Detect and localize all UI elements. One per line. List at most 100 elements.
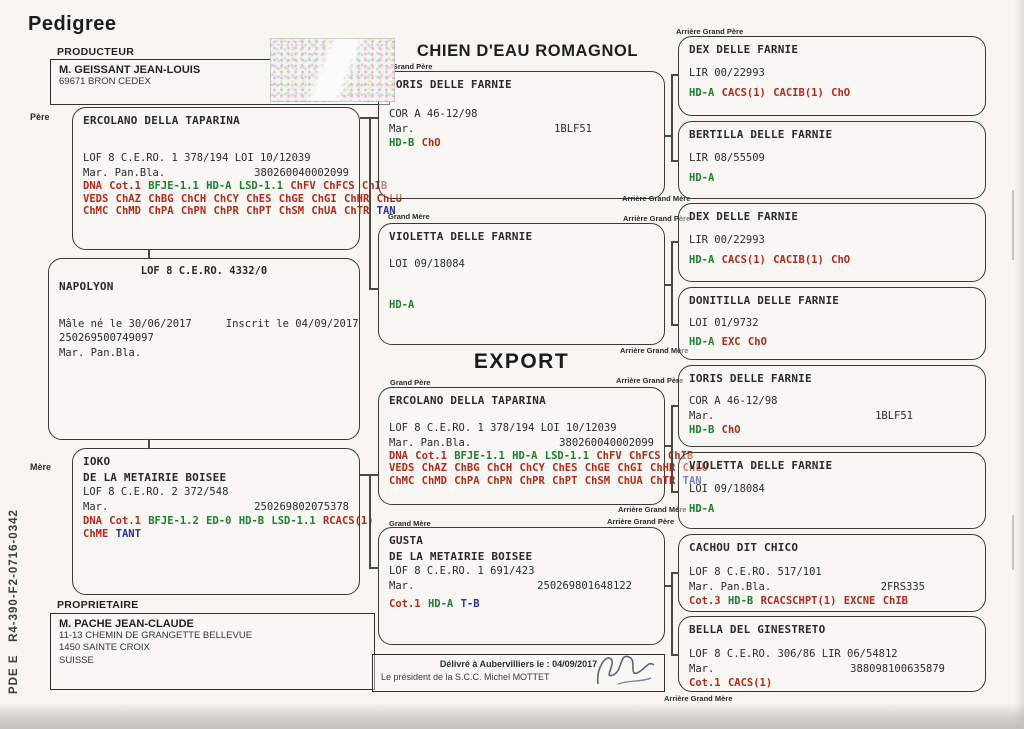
dog-name-line2: DE LA METAIRIE BOISEE bbox=[83, 470, 227, 484]
mere-label: Mère bbox=[30, 462, 52, 472]
grand-pere-label-1: Grand Père bbox=[392, 62, 433, 71]
arriere-grand-mere-label-2: Arrière Grand Mère bbox=[620, 346, 689, 355]
producteur-name: M. GEISSANT JEAN-LOUIS bbox=[59, 64, 201, 76]
grand-mere-label-2: Grand Mère bbox=[389, 519, 431, 528]
dog-name: DEX DELLE FARNIE bbox=[689, 210, 799, 223]
dog-registration: LIR 08/55509 bbox=[689, 151, 765, 164]
dog-name: DONITILLA DELLE FARNIE bbox=[689, 294, 840, 307]
dog-marking-row: Mar. Pan.Bla. 380260040002099 bbox=[83, 166, 349, 181]
pedigree-box-mere: IOKO DE LA METAIRIE BOISEE LOF 8 C.E.RO.… bbox=[72, 448, 374, 595]
pedigree-box-agm-4: BELLA DEL GINESTRETO LOF 8 C.E.RO. 306/8… bbox=[678, 616, 986, 692]
delivery-date: Délivré à Aubervilliers le : 04/09/2017 bbox=[439, 659, 598, 669]
pedigree-box-agp-1: DEX DELLE FARNIE LIR 00/22993 HD-A CACS(… bbox=[678, 36, 986, 116]
dog-results: ChME TANT bbox=[83, 528, 141, 541]
connector-line bbox=[671, 654, 679, 656]
scan-edge-artifact bbox=[1012, 190, 1014, 260]
delivery-president: Le président de la S.C.C. Michel MOTTET bbox=[381, 672, 550, 682]
dog-tattoo: 1BLF51 bbox=[554, 122, 592, 135]
dog-chip: 380260040002099 bbox=[254, 166, 349, 179]
arriere-grand-pere-label-1: Arrière Grand Père bbox=[676, 27, 744, 36]
dog-results: VEDS ChAZ ChBG ChCH ChCY ChES ChGE ChGI … bbox=[389, 462, 708, 475]
dog-registration: LOI 01/9732 bbox=[689, 316, 759, 329]
connector-line bbox=[369, 288, 379, 290]
hologram-sticker bbox=[270, 38, 395, 102]
dog-results: DNA Cot.1 BFJE-1.1 HD-A LSD-1.1 ChFV ChF… bbox=[389, 450, 694, 463]
dog-chip: 388098100635879 bbox=[850, 662, 945, 675]
arriere-grand-mere-label-3: Arrière Grand Mère bbox=[618, 505, 687, 514]
arriere-grand-mere-label-1: Arrière Grand Mère bbox=[622, 194, 691, 203]
dog-results: DNA Cot.1 BFJE-1.2 ED-0 HD-B LSD-1.1 RCA… bbox=[83, 515, 374, 528]
subject-name: NAPOLYON bbox=[59, 279, 114, 293]
dog-registration: LOI 09/18084 bbox=[689, 482, 765, 495]
dog-name: CACHOU DIT CHICO bbox=[689, 541, 799, 554]
connector-line bbox=[671, 241, 679, 243]
arriere-grand-mere-label-4: Arrière Grand Mère bbox=[664, 694, 733, 703]
connector-line bbox=[369, 567, 379, 569]
dog-results: DNA Cot.1 BFJE-1.1 HD-A LSD-1.1 ChFV ChF… bbox=[83, 180, 388, 193]
dog-marking-row: Mar. 1BLF51 bbox=[389, 122, 654, 137]
connector-line bbox=[665, 445, 672, 447]
proprietaire-address1: 11-13 CHEMIN DE GRANGETTE BELLEVUE bbox=[59, 630, 253, 641]
dog-chip: 380260040002099 bbox=[559, 436, 654, 449]
connector-line bbox=[148, 250, 150, 259]
pedigree-box-agm-1: BERTILLA DELLE FARNIE LIR 08/55509 HD-A bbox=[678, 121, 986, 199]
subject-birth: Mâle né le 30/06/2017 bbox=[59, 317, 192, 330]
connector-line bbox=[671, 74, 679, 76]
connector-line bbox=[671, 572, 679, 574]
connector-line bbox=[665, 585, 672, 587]
dog-registration: LOF 8 C.E.RO. 1 378/194 LOI 10/12039 bbox=[83, 151, 311, 164]
dog-marking-row: Mar. 250269802075378 bbox=[83, 500, 349, 515]
proprietaire-address3: SUISSE bbox=[59, 654, 94, 666]
connector-line bbox=[148, 439, 150, 449]
pere-label: Père bbox=[30, 112, 50, 122]
pedigree-box-agm-3: VIOLETTA DELLE FARNIE LOI 09/18084 HD-A bbox=[678, 452, 986, 529]
dog-results: Cot.1 HD-A T-B bbox=[389, 598, 480, 611]
grand-mere-label-1: Grand Mère bbox=[388, 212, 430, 221]
subject-chip: 250269500749097 bbox=[59, 332, 154, 345]
dog-results: ChMC ChMD ChPA ChPN ChPR ChPT ChSM ChUA … bbox=[389, 474, 702, 487]
signature bbox=[596, 655, 655, 685]
dog-name: DEX DELLE FARNIE bbox=[689, 43, 799, 56]
dog-name: BERTILLA DELLE FARNIE bbox=[689, 128, 833, 141]
connector-line bbox=[369, 474, 371, 569]
dog-name: ERCOLANO DELLA TAPARINA bbox=[83, 114, 240, 127]
dog-name: IORIS DELLE FARNIE bbox=[689, 372, 812, 385]
dog-marking-row: Mar. Pan.Bla. 380260040002099 bbox=[389, 436, 654, 451]
dog-registration: LOF 8 C.E.RO. 2 372/548 bbox=[83, 486, 229, 499]
dog-results: HD-A bbox=[389, 298, 415, 311]
proprietaire-label: PROPRIETAIRE bbox=[57, 599, 139, 611]
dog-results: Cot.1 CACS(1) bbox=[689, 677, 773, 690]
proprietaire-address2: 1450 SAINTE CROIX bbox=[59, 642, 150, 654]
producteur-address: 69671 BRON CEDEX bbox=[59, 76, 151, 87]
dog-marking: Mar. bbox=[389, 122, 415, 135]
form-reference-code: PDE E R4-390-F2-0716-0342 bbox=[8, 509, 20, 694]
dog-marking: Mar. bbox=[83, 501, 109, 514]
dog-results: HD-A CACS(1) CACIB(1) ChO bbox=[689, 86, 851, 99]
dog-chip: 250269802075378 bbox=[254, 501, 349, 514]
dog-name: GUSTA bbox=[389, 534, 424, 547]
dog-marking-row: Mar. 1BLF51 bbox=[689, 409, 975, 424]
pedigree-box-agp-2: DEX DELLE FARNIE LIR 00/22993 HD-A CACS(… bbox=[678, 203, 986, 282]
connector-line bbox=[671, 241, 673, 326]
dog-name: VIOLETTA DELLE FARNIE bbox=[689, 459, 833, 472]
dog-marking: Mar. Pan.Bla. bbox=[689, 580, 772, 593]
dog-tattoo: 1BLF51 bbox=[875, 409, 913, 422]
proprietaire-name: M. PACHE JEAN-CLAUDE bbox=[59, 618, 194, 630]
scan-shadow-bottom bbox=[0, 703, 1024, 729]
dog-name: ERCOLANO DELLA TAPARINA bbox=[389, 394, 546, 407]
dog-marking-row: Mar. 388098100635879 bbox=[689, 662, 975, 677]
dog-name: IORIS DELLE FARNIE bbox=[389, 78, 512, 91]
connector-line bbox=[665, 284, 672, 286]
subject-marking: Mar. Pan.Bla. bbox=[59, 347, 142, 360]
grand-pere-label-2: Grand Père bbox=[390, 378, 431, 387]
pedigree-box-subject: LOF 8 C.E.RO. 4332/0 NAPOLYON Mâle né le… bbox=[48, 258, 360, 440]
dog-name: BELLA DEL GINESTRETO bbox=[689, 623, 826, 636]
dog-results: HD-B ChO bbox=[389, 137, 441, 150]
scan-edge-artifact bbox=[1012, 515, 1014, 570]
pedigree-box-agp-3: IORIS DELLE FARNIE COR A 46-12/98 Mar. 1… bbox=[678, 365, 986, 447]
dog-registration: LOI 09/18084 bbox=[389, 257, 465, 270]
dog-registration: LIR 00/22993 bbox=[689, 233, 765, 246]
pedigree-box-agm-2: DONITILLA DELLE FARNIE LOI 01/9732 HD-A … bbox=[678, 287, 986, 360]
dog-registration: COR A 46-12/98 bbox=[389, 107, 478, 120]
